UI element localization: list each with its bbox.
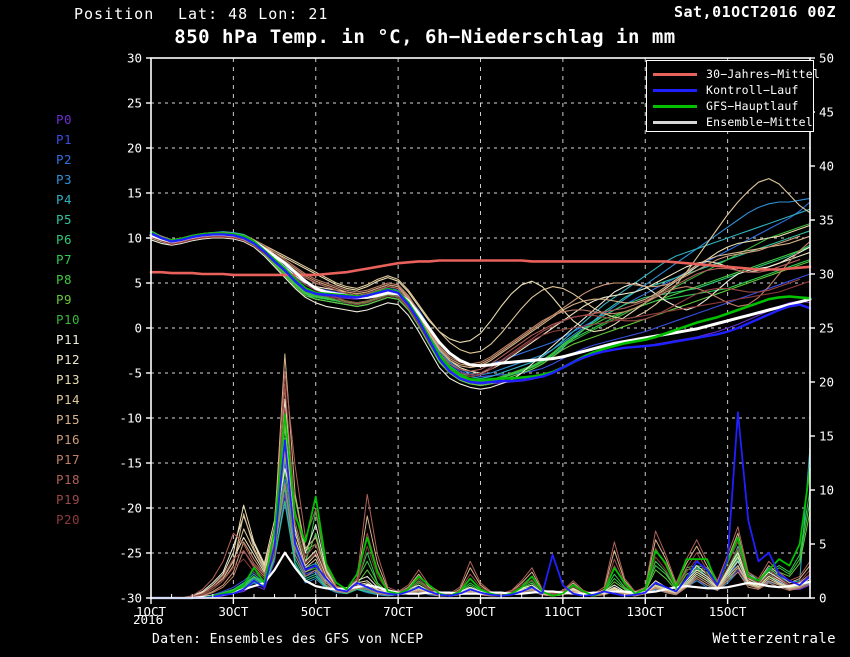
x-axis-tick-label: 5OCT xyxy=(301,604,332,619)
legend-label: Kontroll−Lauf xyxy=(706,83,799,97)
y2-axis-tick-label: 5 xyxy=(819,537,827,552)
y-axis-tick-label: -10 xyxy=(119,411,142,426)
precip-line-kontroll-lauf xyxy=(150,411,811,599)
temp-line-p17 xyxy=(150,232,811,365)
y2-axis-tick-label: 15 xyxy=(819,429,834,444)
x-axis-tick-label: 15OCT xyxy=(709,604,747,619)
legend-color-swatch xyxy=(653,72,697,76)
x-axis-tick-label: 13OCT xyxy=(626,604,664,619)
sidebar-item-p12[interactable]: P12 xyxy=(56,352,81,367)
y2-axis-tick-label: 45 xyxy=(819,105,834,120)
sidebar-item-p4[interactable]: P4 xyxy=(56,192,73,207)
sidebar-item-p0[interactable]: P0 xyxy=(56,112,73,127)
precip-line-p7 xyxy=(150,437,811,599)
y-axis-tick-label: 15 xyxy=(127,186,142,201)
grid-layer xyxy=(151,58,810,598)
y-axis-tick-label: -15 xyxy=(119,456,142,471)
axis-layer: -30 -25 -20 -15 -10 -5 0 5 10 15 20 25 30 0 5 10 15 20 25 3… xyxy=(119,51,834,620)
legend-label: 30−Jahres−Mittel xyxy=(706,67,820,81)
legend-item: GFS−Hauptlauf xyxy=(653,98,807,114)
sidebar-item-p16[interactable]: P16 xyxy=(56,432,81,447)
y2-axis-tick-label: 0 xyxy=(819,591,827,606)
precip-line-p15 xyxy=(150,353,811,599)
temp-line-p20 xyxy=(150,236,811,378)
legend-color-swatch xyxy=(653,120,697,124)
y2-axis-tick-label: 10 xyxy=(819,483,834,498)
latlon-value: Lat: 48 Lon: 21 xyxy=(178,5,329,23)
y2-axis-tick-label: 35 xyxy=(819,213,834,228)
y-axis-tick-label: 0 xyxy=(134,321,142,336)
y-axis-tick-label: -20 xyxy=(119,501,142,516)
y-axis-tick-label: 5 xyxy=(134,276,142,291)
legend-color-swatch xyxy=(653,88,697,92)
position-label: Position xyxy=(74,5,155,23)
sidebar-item-p6[interactable]: P6 xyxy=(56,232,73,247)
precip-line-ensemble-mittel xyxy=(149,551,812,600)
x-axis-tick-label: 7OCT xyxy=(383,604,414,619)
y-axis-tick-label: -25 xyxy=(119,546,142,561)
x-axis-tick-label: 11OCT xyxy=(544,604,582,619)
sidebar-item-p11[interactable]: P11 xyxy=(56,332,81,347)
sidebar-item-p2[interactable]: P2 xyxy=(56,152,73,167)
y-axis-tick-label: 10 xyxy=(127,231,142,246)
legend-label: Ensemble−Mittel xyxy=(706,115,813,129)
x-axis-unit-label: 2016 xyxy=(133,612,164,627)
model-run-datetime: Sat,01OCT2016 00Z xyxy=(673,3,836,21)
sidebar-item-p14[interactable]: P14 xyxy=(56,392,81,407)
sidebar-item-p8[interactable]: P8 xyxy=(56,272,73,287)
sidebar-item-p19[interactable]: P19 xyxy=(56,492,81,507)
temp-line-p6 xyxy=(150,230,811,383)
y-axis-tick-label: 25 xyxy=(127,96,142,111)
sidebar-item-p15[interactable]: P15 xyxy=(56,412,81,427)
sidebar-item-p20[interactable]: P20 xyxy=(56,512,81,527)
legend-item: Kontroll−Lauf xyxy=(653,82,807,98)
y2-axis-tick-label: 40 xyxy=(819,159,834,174)
legend-item: Ensemble−Mittel xyxy=(653,114,813,130)
temp-line-p8 xyxy=(150,232,811,384)
precip-line-gfs-hauptlauf xyxy=(150,413,811,599)
sidebar-item-p13[interactable]: P13 xyxy=(56,372,81,387)
y2-axis-tick-label: 50 xyxy=(819,51,834,66)
x-axis-tick-label: 9OCT xyxy=(465,604,496,619)
sidebar-item-p5[interactable]: P5 xyxy=(56,212,73,227)
y2-axis-tick-label: 20 xyxy=(819,375,834,390)
page-title: 850 hPa Temp. in °C, 6h−Niederschlag in … xyxy=(174,26,676,48)
temp-line-kontroll-lauf xyxy=(149,232,812,385)
legend-color-swatch xyxy=(653,104,697,108)
temp-line-p11 xyxy=(150,237,811,390)
precipitation-layer xyxy=(149,353,812,600)
sidebar-item-p18[interactable]: P18 xyxy=(56,472,81,487)
legend: 30−Jahres−Mittel Kontroll−Lauf GFS−Hauptla… xyxy=(646,60,820,132)
temp-line-p18 xyxy=(150,235,801,372)
y2-axis-tick-label: 30 xyxy=(819,267,834,282)
x-axis-tick-label: 3OCT xyxy=(218,604,249,619)
sidebar-item-p17[interactable]: P17 xyxy=(56,452,81,467)
data-source-caption: Daten: Ensembles des GFS von NCEP xyxy=(152,632,424,647)
y-axis-tick-label: 20 xyxy=(127,141,142,156)
precip-line-p11 xyxy=(150,467,811,599)
temp-line-30-jahres-mittel xyxy=(149,259,812,277)
sidebar-item-p7[interactable]: P7 xyxy=(56,252,73,267)
temperature-layer xyxy=(149,178,812,390)
ensemble-member-list: P0 P1 P2 P3 P4 P5 P6 P7 P8 P9 P10 P11 P12 P13 P14 P15 P1… xyxy=(56,110,112,530)
sidebar-item-p3[interactable]: P3 xyxy=(56,172,73,187)
y-axis-tick-label: -30 xyxy=(119,591,142,606)
x-axis-tick-label: 1OCT xyxy=(136,604,167,619)
precip-line-p18 xyxy=(150,370,811,599)
legend-label: GFS−Hauptlauf xyxy=(706,99,799,113)
sidebar-item-p10[interactable]: P10 xyxy=(56,312,81,327)
y-axis-tick-label: 30 xyxy=(127,51,142,66)
legend-item: 30−Jahres−Mittel xyxy=(653,66,820,82)
temp-line-p19 xyxy=(150,233,801,376)
y2-axis-tick-label: 25 xyxy=(819,321,834,336)
y-axis-tick-label: -5 xyxy=(127,366,142,381)
sidebar-item-p1[interactable]: P1 xyxy=(56,132,73,147)
sidebar-item-p9[interactable]: P9 xyxy=(56,292,73,307)
brand-caption: Wetterzentrale xyxy=(712,631,836,647)
temp-line-p16 xyxy=(150,233,801,367)
